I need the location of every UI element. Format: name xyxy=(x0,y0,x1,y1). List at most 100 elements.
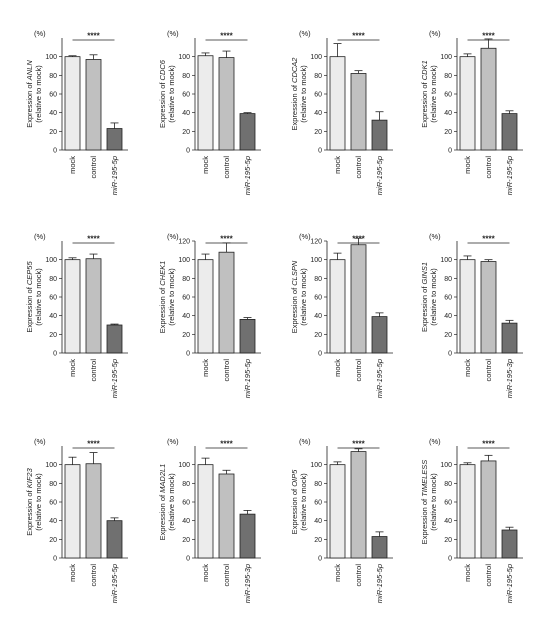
y-tick-label: 0 xyxy=(53,148,57,155)
unit-label: (%) xyxy=(429,437,441,446)
y-tick-label: 0 xyxy=(448,351,452,358)
y-axis-label: Expression of CHEK1 xyxy=(158,261,167,334)
y-axis-label: Expression of MAD2L1 xyxy=(158,464,167,541)
y-tick-label: 80 xyxy=(49,481,57,488)
y-tick-label: 120 xyxy=(178,239,190,246)
y-tick-label: 100 xyxy=(45,257,57,264)
panel-timeless: (%) 0 20 40 60 80 100 mock control miR-195-5p ****… xyxy=(420,437,523,603)
y-tick-label: 0 xyxy=(53,351,57,358)
y-axis-label-prefix: Expression of xyxy=(158,286,167,334)
x-tick-label: control xyxy=(484,156,493,179)
y-tick-label: 40 xyxy=(182,518,190,525)
panel-mad2l1: (%) 0 20 40 60 80 100 mock control miR-195-3p ****… xyxy=(158,437,261,603)
significance-label: **** xyxy=(87,440,100,449)
bar-mir-195-5p xyxy=(371,536,388,559)
y-axis-sublabel: (relative to mock) xyxy=(34,268,43,326)
x-tick-label: control xyxy=(89,156,98,179)
x-tick-label: miR-195-5p xyxy=(243,359,252,398)
y-tick-label: 20 xyxy=(182,129,190,136)
y-tick-label: 0 xyxy=(318,148,322,155)
y-tick-label: 80 xyxy=(444,481,452,488)
y-tick-label: 20 xyxy=(182,537,190,544)
y-axis-label-prefix: Expression of xyxy=(420,284,429,332)
bar-mock xyxy=(329,56,346,151)
panel-anln: (%) 0 20 40 60 80 100 mock control miR-195-5p ****… xyxy=(25,29,128,195)
y-axis-label-gene: CDC6 xyxy=(158,59,167,80)
y-tick-label: 0 xyxy=(318,556,322,563)
unit-label: (%) xyxy=(34,29,46,38)
y-tick-label: 20 xyxy=(314,537,322,544)
bar-mock xyxy=(329,464,346,559)
y-axis-sublabel: (relative to mock) xyxy=(429,268,438,326)
y-tick-label: 80 xyxy=(49,73,57,80)
y-tick-label: 40 xyxy=(314,518,322,525)
y-tick-label: 60 xyxy=(314,92,322,99)
bar-mock xyxy=(329,259,346,354)
y-tick-label: 0 xyxy=(448,556,452,563)
significance-label: **** xyxy=(482,440,495,449)
bar-control xyxy=(480,47,497,151)
bar-control xyxy=(350,244,367,354)
y-tick-label: 80 xyxy=(444,73,452,80)
y-axis-label-gene: KIF23 xyxy=(25,467,34,488)
bar-mock xyxy=(64,56,81,151)
y-tick-label: 100 xyxy=(178,54,190,61)
y-tick-label: 60 xyxy=(444,500,452,507)
x-tick-label: miR-195-3p xyxy=(505,359,514,398)
bar-mir-195-5p xyxy=(239,318,256,354)
y-axis-sublabel: (relative to mock) xyxy=(299,65,308,123)
x-tick-label: mock xyxy=(333,359,342,377)
y-tick-label: 0 xyxy=(448,148,452,155)
y-tick-label: 80 xyxy=(444,276,452,283)
unit-label: (%) xyxy=(167,437,179,446)
y-axis-sublabel: (relative to mock) xyxy=(299,268,308,326)
x-tick-label: mock xyxy=(68,156,77,174)
bar-mock xyxy=(64,464,81,559)
y-axis-label-prefix: Expression of xyxy=(25,285,34,333)
y-tick-label: 60 xyxy=(49,295,57,302)
y-axis-label: Expression of GINS1 xyxy=(420,262,429,332)
bar-control xyxy=(218,251,235,354)
y-axis-label-prefix: Expression of xyxy=(25,488,34,536)
x-tick-label: mock xyxy=(68,359,77,377)
significance-label: **** xyxy=(482,32,495,41)
x-tick-label: miR-195-5p xyxy=(375,359,384,398)
x-tick-label: mock xyxy=(333,564,342,582)
bar-mir-195-5p xyxy=(106,520,123,559)
y-tick-label: 80 xyxy=(314,73,322,80)
y-axis-label: Expression of CLSPN xyxy=(290,260,299,333)
y-axis-label-prefix: Expression of xyxy=(25,80,34,128)
bar-mock xyxy=(64,259,81,354)
y-axis-label: Expression of KIF23 xyxy=(25,467,34,535)
bar-control xyxy=(85,258,102,354)
panel-kif23: (%) 0 20 40 60 80 100 mock control miR-195-5p ****… xyxy=(25,437,128,603)
y-axis-sublabel: (relative to mock) xyxy=(34,65,43,123)
y-tick-label: 0 xyxy=(318,351,322,358)
y-tick-label: 100 xyxy=(310,462,322,469)
y-axis-label-prefix: Expression of xyxy=(158,493,167,541)
panel-chek1: (%) 0 20 40 60 80 100 120 mock control miR-195-5p *… xyxy=(158,232,261,398)
y-tick-label: 80 xyxy=(182,73,190,80)
x-tick-label: miR-195-5p xyxy=(110,156,119,195)
bar-mir-195-5p xyxy=(501,529,518,559)
y-axis-label-gene: GINS1 xyxy=(420,262,429,285)
y-tick-label: 40 xyxy=(444,110,452,117)
y-axis-label-prefix: Expression of xyxy=(420,80,429,128)
y-tick-label: 40 xyxy=(314,313,322,320)
y-tick-label: 40 xyxy=(182,313,190,320)
bar-mock xyxy=(459,464,476,559)
x-tick-label: control xyxy=(354,359,363,382)
significance-label: **** xyxy=(87,32,100,41)
y-axis-label: Expression of ANLN xyxy=(25,60,34,128)
significance-label: **** xyxy=(220,32,233,41)
unit-label: (%) xyxy=(167,29,179,38)
y-tick-label: 0 xyxy=(186,351,190,358)
y-axis-label-gene: CLSPN xyxy=(290,260,299,286)
bar-mir-195-3p xyxy=(501,322,518,354)
unit-label: (%) xyxy=(34,437,46,446)
y-axis-label: Expression of CDK1 xyxy=(420,60,429,128)
significance-label: **** xyxy=(352,440,365,449)
x-tick-label: control xyxy=(222,359,231,382)
y-tick-label: 20 xyxy=(182,332,190,339)
